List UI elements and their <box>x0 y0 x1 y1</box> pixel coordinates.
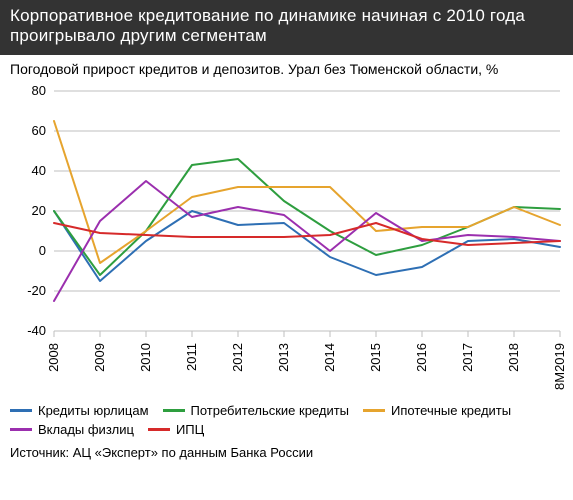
chart-source: Источник: АЦ «Эксперт» по данным Банка Р… <box>0 441 573 460</box>
x-tick-label: 2014 <box>322 343 337 372</box>
chart-title-bar: Корпоративное кредитование по динамике н… <box>0 0 573 55</box>
legend-item: ИПЦ <box>148 422 204 437</box>
legend-item: Ипотечные кредиты <box>363 403 511 418</box>
chart-subtitle-text: Погодовой прирост кредитов и депозитов. … <box>10 61 498 77</box>
series-line <box>54 159 560 275</box>
line-chart: -40 -20 0 20 40 60 80 2008 2009 2010 2011 2012 2013 2… <box>0 81 573 401</box>
legend-label: Потребительские кредиты <box>191 403 350 418</box>
chart-subtitle: Погодовой прирост кредитов и депозитов. … <box>0 55 573 81</box>
y-tick-label: -40 <box>27 323 46 338</box>
legend-label: ИПЦ <box>176 422 204 437</box>
legend-item: Вклады физлиц <box>10 422 134 437</box>
x-tick-label: 2018 <box>506 343 521 372</box>
y-tick-label: 0 <box>39 243 46 258</box>
y-tick-label: -20 <box>27 283 46 298</box>
x-tick-label: 2008 <box>46 343 61 372</box>
legend-swatch <box>148 428 170 431</box>
x-tick-label: 2009 <box>92 343 107 372</box>
x-tick-label: 2011 <box>184 343 199 371</box>
y-tick-label: 60 <box>32 123 46 138</box>
y-tick-label: 20 <box>32 203 46 218</box>
chart-title: Корпоративное кредитование по динамике н… <box>10 6 525 45</box>
series-line <box>54 121 560 263</box>
legend-swatch <box>10 409 32 412</box>
legend-swatch <box>363 409 385 412</box>
legend-item: Потребительские кредиты <box>163 403 350 418</box>
legend-label: Вклады физлиц <box>38 422 134 437</box>
x-tick-label: 8М2019 <box>552 343 567 390</box>
y-tick-label: 40 <box>32 163 46 178</box>
chart-svg: -40 -20 0 20 40 60 80 2008 2009 2010 2011 2012 2013 2… <box>0 81 573 401</box>
x-tick-label: 2016 <box>414 343 429 372</box>
legend-label: Кредиты юрлицам <box>38 403 149 418</box>
legend-swatch <box>10 428 32 431</box>
y-tick-label: 80 <box>32 83 46 98</box>
legend-swatch <box>163 409 185 412</box>
x-tick-label: 2017 <box>460 343 475 372</box>
x-tick-label: 2012 <box>230 343 245 372</box>
legend-label: Ипотечные кредиты <box>391 403 511 418</box>
chart-legend: Кредиты юрлицам Потребительские кредиты Ип… <box>0 401 573 441</box>
legend-item: Кредиты юрлицам <box>10 403 149 418</box>
x-tick-label: 2010 <box>138 343 153 372</box>
x-tick-label: 2013 <box>276 343 291 372</box>
x-tick-label: 2015 <box>368 343 383 372</box>
chart-source-text: Источник: АЦ «Эксперт» по данным Банка Р… <box>10 445 313 460</box>
